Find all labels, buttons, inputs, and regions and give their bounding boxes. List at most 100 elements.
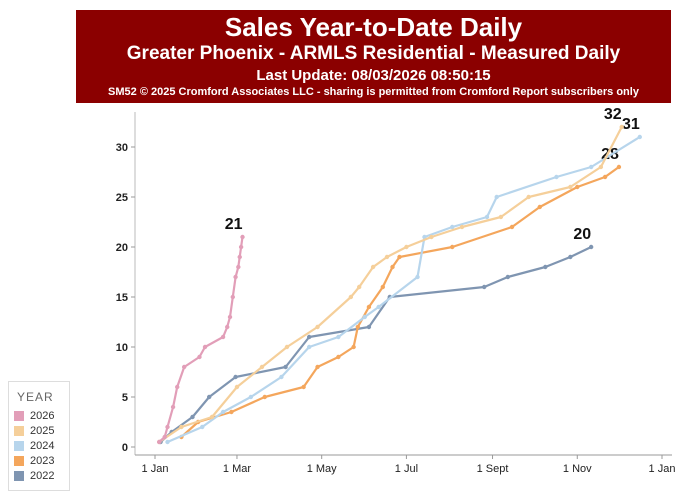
legend-label: 2023 <box>30 454 55 467</box>
data-point-2023 <box>351 344 356 350</box>
data-point-2026 <box>227 314 233 320</box>
data-point-2024 <box>422 234 427 240</box>
x-tick-label: 1 May <box>307 463 337 475</box>
legend-item-2022: 2022 <box>14 468 69 483</box>
data-point-2025 <box>384 254 390 260</box>
legend-swatch <box>14 440 24 451</box>
data-point-2023 <box>616 164 622 170</box>
legend-label: 2026 <box>30 409 55 422</box>
data-point-2022 <box>283 364 288 370</box>
data-point-2026 <box>236 264 241 270</box>
data-point-2026 <box>220 334 226 340</box>
data-point-2024 <box>200 424 205 430</box>
data-point-2023 <box>575 184 580 190</box>
data-point-2026 <box>237 254 242 260</box>
x-tick-label: 1 Jan <box>142 463 169 475</box>
data-point-2025 <box>404 244 409 250</box>
data-point-2024 <box>588 164 594 170</box>
x-tick-label: 1 Mar <box>223 463 251 475</box>
x-tick-label: 1 Sept <box>477 463 509 475</box>
data-point-2022 <box>190 414 195 420</box>
data-point-2025 <box>526 194 531 200</box>
data-point-2022 <box>233 374 238 380</box>
data-point-2023 <box>450 244 455 250</box>
data-point-2026 <box>202 344 208 350</box>
credit-line: SM52 © 2025 Cromford Associates LLC - sh… <box>108 86 639 98</box>
data-point-2026 <box>240 234 245 240</box>
data-point-2024 <box>376 304 381 310</box>
data-point-2024 <box>165 439 170 445</box>
x-tick-label: 1 Jan <box>649 463 676 475</box>
data-point-2022 <box>482 284 487 290</box>
data-point-2025 <box>209 414 215 420</box>
data-point-2026 <box>162 434 167 440</box>
y-tick-label: 0 <box>122 442 128 454</box>
data-point-2023 <box>397 254 402 260</box>
data-point-2022 <box>543 264 548 270</box>
chart-header: Sales Year-to-Date Daily Greater Phoenix… <box>76 10 671 103</box>
data-point-2023 <box>301 384 306 390</box>
data-point-2022 <box>206 394 212 400</box>
data-point-2025 <box>259 364 265 370</box>
y-tick-label: 10 <box>116 342 128 354</box>
data-point-2025 <box>568 184 573 190</box>
data-point-2024 <box>336 334 341 340</box>
legend-item-2025: 2025 <box>14 423 69 438</box>
y-tick-label: 5 <box>122 392 128 404</box>
legend-swatch <box>14 455 24 466</box>
data-point-2024 <box>494 194 499 200</box>
data-point-2023 <box>509 224 515 230</box>
data-point-2024 <box>220 409 226 415</box>
legend-label: 2022 <box>30 469 55 482</box>
y-tick-label: 15 <box>116 292 128 304</box>
chart-title: Sales Year-to-Date Daily <box>224 12 523 42</box>
data-point-2026 <box>230 294 235 300</box>
data-point-2026 <box>181 364 187 370</box>
data-point-2025 <box>459 224 465 230</box>
data-point-2026 <box>233 274 238 280</box>
data-point-2022 <box>505 274 511 280</box>
legend-swatch <box>14 425 24 436</box>
data-point-2024 <box>484 214 490 220</box>
x-tick-label: 1 Jul <box>395 463 418 475</box>
data-point-2024 <box>637 134 642 140</box>
data-point-2025 <box>498 214 504 220</box>
legend-swatch <box>14 410 24 421</box>
y-tick-label: 30 <box>116 142 128 154</box>
data-point-2023 <box>336 354 341 360</box>
data-point-2026 <box>238 244 244 250</box>
data-point-2023 <box>229 409 234 415</box>
data-point-2025 <box>234 384 240 390</box>
y-tick-label: 20 <box>116 242 128 254</box>
data-point-2024 <box>362 314 367 320</box>
series-line-2023 <box>180 166 620 438</box>
data-point-2025 <box>429 234 434 240</box>
data-point-2023 <box>366 304 372 310</box>
data-point-2026 <box>156 439 162 445</box>
data-point-2023 <box>315 364 320 370</box>
y-tick-label: 25 <box>116 192 128 204</box>
data-point-2025 <box>370 264 376 270</box>
data-point-2022 <box>568 254 573 260</box>
data-point-2022 <box>588 244 594 250</box>
data-point-2024 <box>279 374 284 380</box>
legend-item-2024: 2024 <box>14 438 69 453</box>
data-point-2022 <box>366 324 372 330</box>
data-point-2024 <box>248 394 254 400</box>
data-point-2024 <box>554 174 559 180</box>
data-point-2024 <box>415 274 420 280</box>
data-point-2023 <box>262 394 267 400</box>
data-point-2022 <box>306 334 312 340</box>
data-point-2023 <box>380 284 386 290</box>
data-point-2025 <box>284 344 290 350</box>
data-point-2026 <box>165 424 170 430</box>
legend-label: 2025 <box>30 424 55 437</box>
data-point-2024 <box>306 344 312 350</box>
data-point-2026 <box>225 324 230 330</box>
data-point-2025 <box>598 164 604 170</box>
chart-subtitle: Greater Phoenix - ARMLS Residential - Me… <box>126 43 621 64</box>
data-point-2024 <box>450 224 455 230</box>
data-point-2025 <box>356 284 362 290</box>
series-line-2022 <box>159 246 592 443</box>
